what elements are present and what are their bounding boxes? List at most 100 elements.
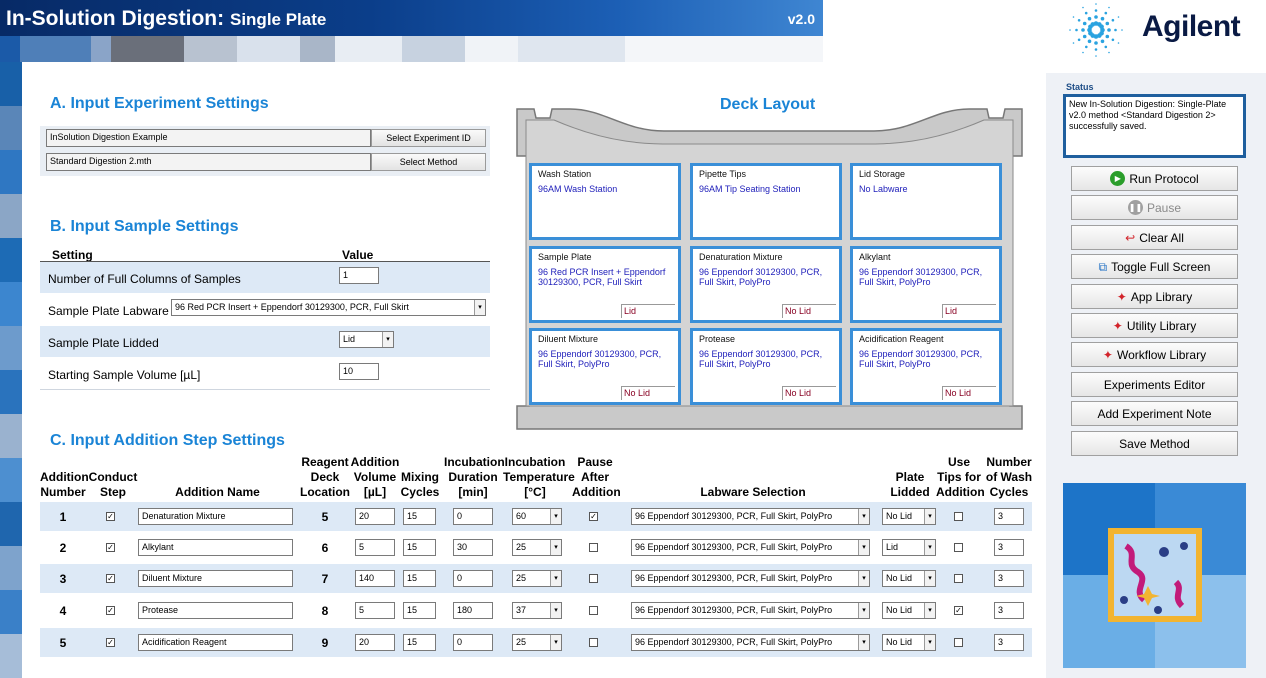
save-method-button[interactable]: Save Method: [1071, 431, 1238, 456]
deck-cell-denaturation-mixture[interactable]: Denaturation Mixture 96 Eppendorf 3012930…: [690, 246, 842, 323]
chevron-down-icon[interactable]: ▾: [924, 571, 935, 586]
wash-cycles-input[interactable]: 3: [994, 508, 1024, 525]
incubation-temperature-select[interactable]: 60 ▾: [512, 508, 562, 525]
select-method-button[interactable]: Select Method: [371, 153, 486, 171]
incubation-duration-input[interactable]: 180: [453, 602, 493, 619]
chevron-down-icon[interactable]: ▾: [858, 603, 869, 618]
sample-plate-labware-select[interactable]: 96 Red PCR Insert + Eppendorf 30129300, …: [171, 299, 486, 316]
add-experiment-note-button[interactable]: Add Experiment Note: [1071, 401, 1238, 426]
deck-cell-pipette-tips[interactable]: Pipette Tips 96AM Tip Seating Station: [690, 163, 842, 240]
chevron-down-icon[interactable]: ▾: [858, 540, 869, 555]
labware-selection-select[interactable]: 96 Eppendorf 30129300, PCR, Full Skirt, …: [631, 570, 870, 587]
mixing-cycles-input[interactable]: 15: [403, 570, 436, 587]
labware-selection-select[interactable]: 96 Eppendorf 30129300, PCR, Full Skirt, …: [631, 508, 870, 525]
sample-plate-lidded-select[interactable]: Lid ▾: [339, 331, 394, 348]
run-protocol-button[interactable]: ▶ Run Protocol: [1071, 166, 1238, 191]
addition-name-input[interactable]: Diluent Mixture: [138, 570, 293, 587]
incubation-duration-input[interactable]: 0: [453, 634, 493, 651]
addition-name-input[interactable]: Acidification Reagent: [138, 634, 293, 651]
full-columns-input[interactable]: 1: [339, 267, 379, 284]
conduct-step-checkbox[interactable]: ✓: [106, 606, 115, 615]
experiments-editor-button[interactable]: Experiments Editor: [1071, 372, 1238, 397]
chevron-down-icon[interactable]: ▾: [382, 332, 393, 347]
incubation-duration-input[interactable]: 30: [453, 539, 493, 556]
deck-cell-diluent-mixture[interactable]: Diluent Mixture 96 Eppendorf 30129300, PC…: [529, 328, 681, 405]
pause-after-addition-checkbox[interactable]: [589, 606, 598, 615]
labware-selection-select[interactable]: 96 Eppendorf 30129300, PCR, Full Skirt, …: [631, 634, 870, 651]
pause-button[interactable]: ❚❚ Pause: [1071, 195, 1238, 220]
deck-cell-lid-storage[interactable]: Lid Storage No Labware: [850, 163, 1002, 240]
mixing-cycles-input[interactable]: 15: [403, 539, 436, 556]
mixing-cycles-input[interactable]: 15: [403, 602, 436, 619]
wash-cycles-input[interactable]: 3: [994, 539, 1024, 556]
chevron-down-icon[interactable]: ▾: [924, 509, 935, 524]
addition-volume-input[interactable]: 5: [355, 602, 395, 619]
chevron-down-icon[interactable]: ▾: [474, 300, 485, 315]
workflow-library-button[interactable]: ✦ Workflow Library: [1071, 342, 1238, 367]
starting-volume-input[interactable]: 10: [339, 363, 379, 380]
deck-cell-protease[interactable]: Protease 96 Eppendorf 30129300, PCR, Full…: [690, 328, 842, 405]
addition-volume-input[interactable]: 20: [355, 508, 395, 525]
addition-volume-input[interactable]: 20: [355, 634, 395, 651]
wash-cycles-input[interactable]: 3: [994, 570, 1024, 587]
chevron-down-icon[interactable]: ▾: [858, 571, 869, 586]
conduct-step-checkbox[interactable]: ✓: [106, 574, 115, 583]
select-experiment-id-button[interactable]: Select Experiment ID: [371, 129, 486, 147]
conduct-step-checkbox[interactable]: ✓: [106, 638, 115, 647]
wash-cycles-input[interactable]: 3: [994, 602, 1024, 619]
labware-selection-select[interactable]: 96 Eppendorf 30129300, PCR, Full Skirt, …: [631, 539, 870, 556]
method-field[interactable]: Standard Digestion 2.mth: [46, 153, 371, 171]
chevron-down-icon[interactable]: ▾: [550, 635, 561, 650]
addition-name-input[interactable]: Denaturation Mixture: [138, 508, 293, 525]
addition-name-input[interactable]: Protease: [138, 602, 293, 619]
deck-cell-acidification-reagent[interactable]: Acidification Reagent 96 Eppendorf 301293…: [850, 328, 1002, 405]
plate-lidded-select[interactable]: Lid ▾: [882, 539, 936, 556]
use-tips-checkbox[interactable]: [954, 543, 963, 552]
addition-volume-input[interactable]: 140: [355, 570, 395, 587]
conduct-step-checkbox[interactable]: ✓: [106, 543, 115, 552]
mixing-cycles-input[interactable]: 15: [403, 508, 436, 525]
plate-lidded-select[interactable]: No Lid ▾: [882, 634, 936, 651]
incubation-duration-input[interactable]: 0: [453, 508, 493, 525]
chevron-down-icon[interactable]: ▾: [924, 540, 935, 555]
deck-cell-alkylant[interactable]: Alkylant 96 Eppendorf 30129300, PCR, Full…: [850, 246, 1002, 323]
chevron-down-icon[interactable]: ▾: [550, 509, 561, 524]
chevron-down-icon[interactable]: ▾: [550, 540, 561, 555]
pause-after-addition-checkbox[interactable]: [589, 638, 598, 647]
labware-selection-select[interactable]: 96 Eppendorf 30129300, PCR, Full Skirt, …: [631, 602, 870, 619]
plate-lidded-select[interactable]: No Lid ▾: [882, 508, 936, 525]
experiment-id-field[interactable]: InSolution Digestion Example: [46, 129, 371, 147]
incubation-temperature-select[interactable]: 25 ▾: [512, 539, 562, 556]
utility-library-button[interactable]: ✦ Utility Library: [1071, 313, 1238, 338]
incubation-temperature-select[interactable]: 25 ▾: [512, 570, 562, 587]
incubation-duration-input[interactable]: 0: [453, 570, 493, 587]
incubation-temperature-select[interactable]: 25 ▾: [512, 634, 562, 651]
mixing-cycles-input[interactable]: 15: [403, 634, 436, 651]
app-library-button[interactable]: ✦ App Library: [1071, 284, 1238, 309]
use-tips-checkbox[interactable]: [954, 574, 963, 583]
clear-all-button[interactable]: ↩ Clear All: [1071, 225, 1238, 250]
chevron-down-icon[interactable]: ▾: [550, 571, 561, 586]
addition-volume-input[interactable]: 5: [355, 539, 395, 556]
chevron-down-icon[interactable]: ▾: [550, 603, 561, 618]
chevron-down-icon[interactable]: ▾: [924, 635, 935, 650]
use-tips-checkbox[interactable]: [954, 512, 963, 521]
pause-after-addition-checkbox[interactable]: [589, 543, 598, 552]
pause-after-addition-checkbox[interactable]: [589, 574, 598, 583]
app-title-sub: Single Plate: [229, 10, 327, 29]
conduct-step-checkbox[interactable]: ✓: [106, 512, 115, 521]
wash-cycles-input[interactable]: 3: [994, 634, 1024, 651]
deck-cell-wash-station[interactable]: Wash Station 96AM Wash Station: [529, 163, 681, 240]
incubation-temperature-select[interactable]: 37 ▾: [512, 602, 562, 619]
chevron-down-icon[interactable]: ▾: [858, 509, 869, 524]
use-tips-checkbox[interactable]: [954, 638, 963, 647]
chevron-down-icon[interactable]: ▾: [858, 635, 869, 650]
use-tips-checkbox[interactable]: ✓: [954, 606, 963, 615]
toggle-full-screen-button[interactable]: ⧉ Toggle Full Screen: [1071, 254, 1238, 279]
deck-cell-sample-plate[interactable]: Sample Plate 96 Red PCR Insert + Eppendor…: [529, 246, 681, 323]
plate-lidded-select[interactable]: No Lid ▾: [882, 570, 936, 587]
addition-name-input[interactable]: Alkylant: [138, 539, 293, 556]
plate-lidded-select[interactable]: No Lid ▾: [882, 602, 936, 619]
chevron-down-icon[interactable]: ▾: [924, 603, 935, 618]
pause-after-addition-checkbox[interactable]: ✓: [589, 512, 598, 521]
